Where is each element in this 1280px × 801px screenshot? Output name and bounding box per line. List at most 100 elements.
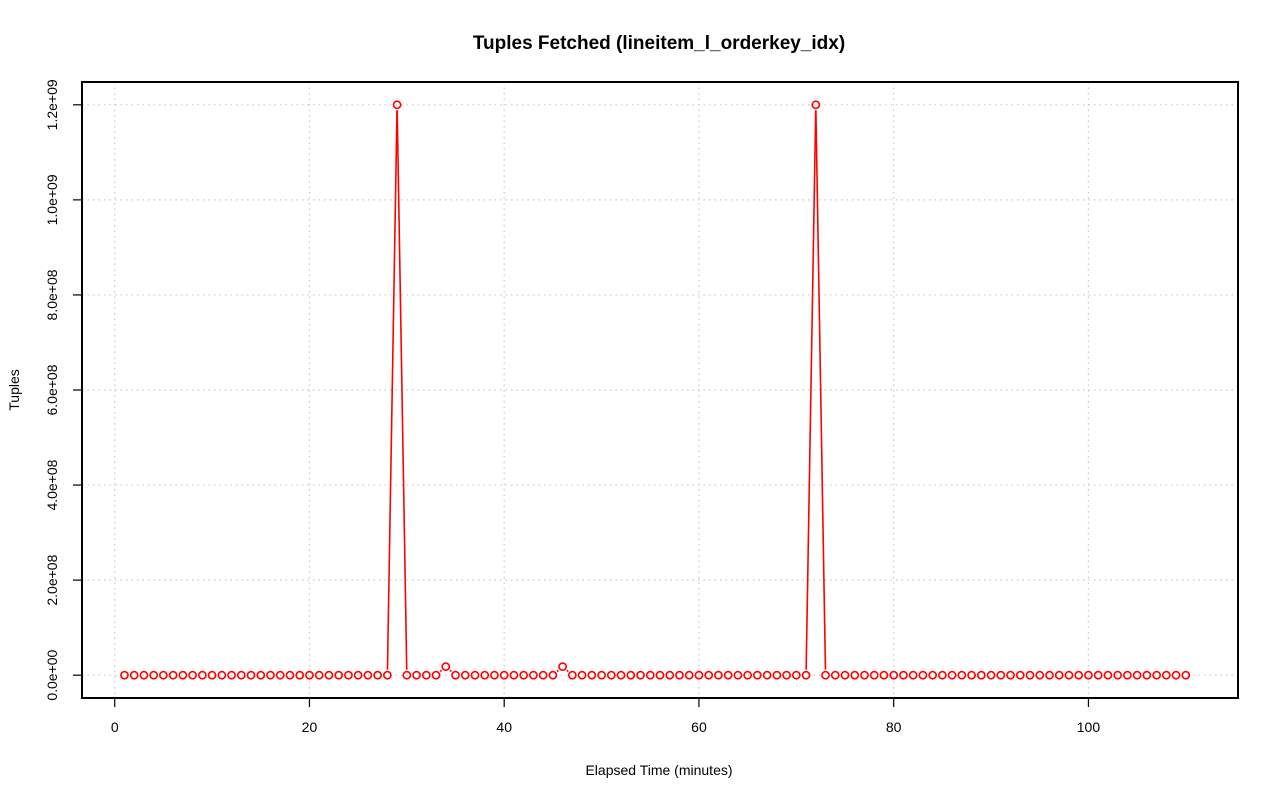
data-point <box>694 670 704 680</box>
data-point <box>421 670 431 680</box>
data-point <box>947 670 957 680</box>
series-segment <box>556 669 560 673</box>
data-point <box>120 670 129 680</box>
data-point <box>519 670 529 680</box>
data-point <box>217 670 227 680</box>
data-point <box>821 670 830 680</box>
data-point <box>207 670 217 680</box>
data-point <box>1122 670 1132 680</box>
y-tick-label-4: 8.0e+08 <box>44 269 60 320</box>
data-point <box>899 670 908 680</box>
data-point <box>159 670 168 680</box>
data-point <box>197 670 207 680</box>
data-point <box>353 670 363 680</box>
data-point <box>1064 670 1074 680</box>
data-point <box>149 670 159 680</box>
data-point <box>1161 670 1171 680</box>
data-point <box>967 670 976 680</box>
data-point <box>412 670 421 680</box>
data-point <box>636 670 645 680</box>
data-point <box>645 670 655 680</box>
data-point <box>1181 670 1191 680</box>
data-point <box>684 670 694 680</box>
data-point <box>597 670 606 680</box>
data-point <box>168 670 178 680</box>
data-point <box>334 670 344 680</box>
data-point <box>1015 670 1025 680</box>
x-tick-label-5: 100 <box>1077 719 1101 735</box>
data-point <box>441 662 451 672</box>
data-point <box>1045 670 1054 680</box>
data-point <box>840 670 850 680</box>
data-point <box>1084 670 1093 680</box>
data-point <box>460 670 470 680</box>
data-point <box>957 670 967 680</box>
data-point <box>295 670 305 680</box>
data-point <box>850 670 860 680</box>
series-segment <box>386 110 398 670</box>
chart-title: Tuples Fetched (lineitem_l_orderkey_idx) <box>473 33 845 54</box>
data-point <box>860 670 869 680</box>
data-point <box>937 670 947 680</box>
data-point <box>616 670 626 680</box>
data-point <box>305 670 314 680</box>
data-point <box>402 670 412 680</box>
data-point <box>714 670 723 680</box>
data-point <box>178 670 188 680</box>
data-point <box>246 670 256 680</box>
data-point <box>470 670 480 680</box>
x-axis: 0 20 40 60 80 100 <box>111 697 1101 735</box>
y-tick-label-2: 4.0e+08 <box>44 459 60 510</box>
data-point <box>869 670 879 680</box>
data-point <box>382 670 392 680</box>
x-axis-label: Elapsed Time (minutes) <box>585 762 732 778</box>
data-point <box>704 670 714 680</box>
data-point <box>256 670 266 680</box>
data-point <box>1074 670 1084 680</box>
y-tick-label-1: 2.0e+08 <box>44 554 60 605</box>
data-point <box>1103 670 1113 680</box>
series-segment <box>449 669 452 673</box>
data-point <box>1152 670 1161 680</box>
data-point <box>577 670 587 680</box>
data-point <box>879 670 889 680</box>
data-point <box>801 670 811 680</box>
data-point <box>1142 670 1152 680</box>
data-point <box>499 670 509 680</box>
data-point <box>976 670 986 680</box>
data-point <box>918 670 928 680</box>
data-point <box>986 670 996 680</box>
data-point <box>665 670 675 680</box>
data-point <box>314 670 324 680</box>
data-point <box>529 670 538 680</box>
data-point <box>392 100 402 110</box>
data-point <box>626 670 636 680</box>
y-tick-label-5: 1.0e+09 <box>44 174 60 225</box>
data-point <box>791 670 801 680</box>
data-point <box>655 670 665 680</box>
x-tick-label-1: 20 <box>302 719 318 735</box>
data-point <box>996 670 1006 680</box>
data-point <box>344 670 353 680</box>
data-point <box>1113 670 1123 680</box>
x-tick-label-0: 0 <box>111 719 119 735</box>
x-tick-label-3: 60 <box>691 719 707 735</box>
series-segment <box>805 110 817 670</box>
data-point <box>908 670 918 680</box>
data-point <box>928 670 938 680</box>
data-point <box>772 670 782 680</box>
data-series <box>120 100 1191 680</box>
data-point <box>373 670 383 680</box>
series-segment <box>566 669 569 673</box>
data-point <box>236 670 246 680</box>
data-point <box>548 670 558 680</box>
data-point <box>451 670 460 680</box>
y-tick-label-3: 6.0e+08 <box>44 364 60 415</box>
data-point <box>1006 670 1015 680</box>
data-point <box>889 670 899 680</box>
series-segment <box>396 110 408 670</box>
data-point <box>782 670 791 680</box>
data-point <box>743 670 753 680</box>
data-point <box>1093 670 1103 680</box>
